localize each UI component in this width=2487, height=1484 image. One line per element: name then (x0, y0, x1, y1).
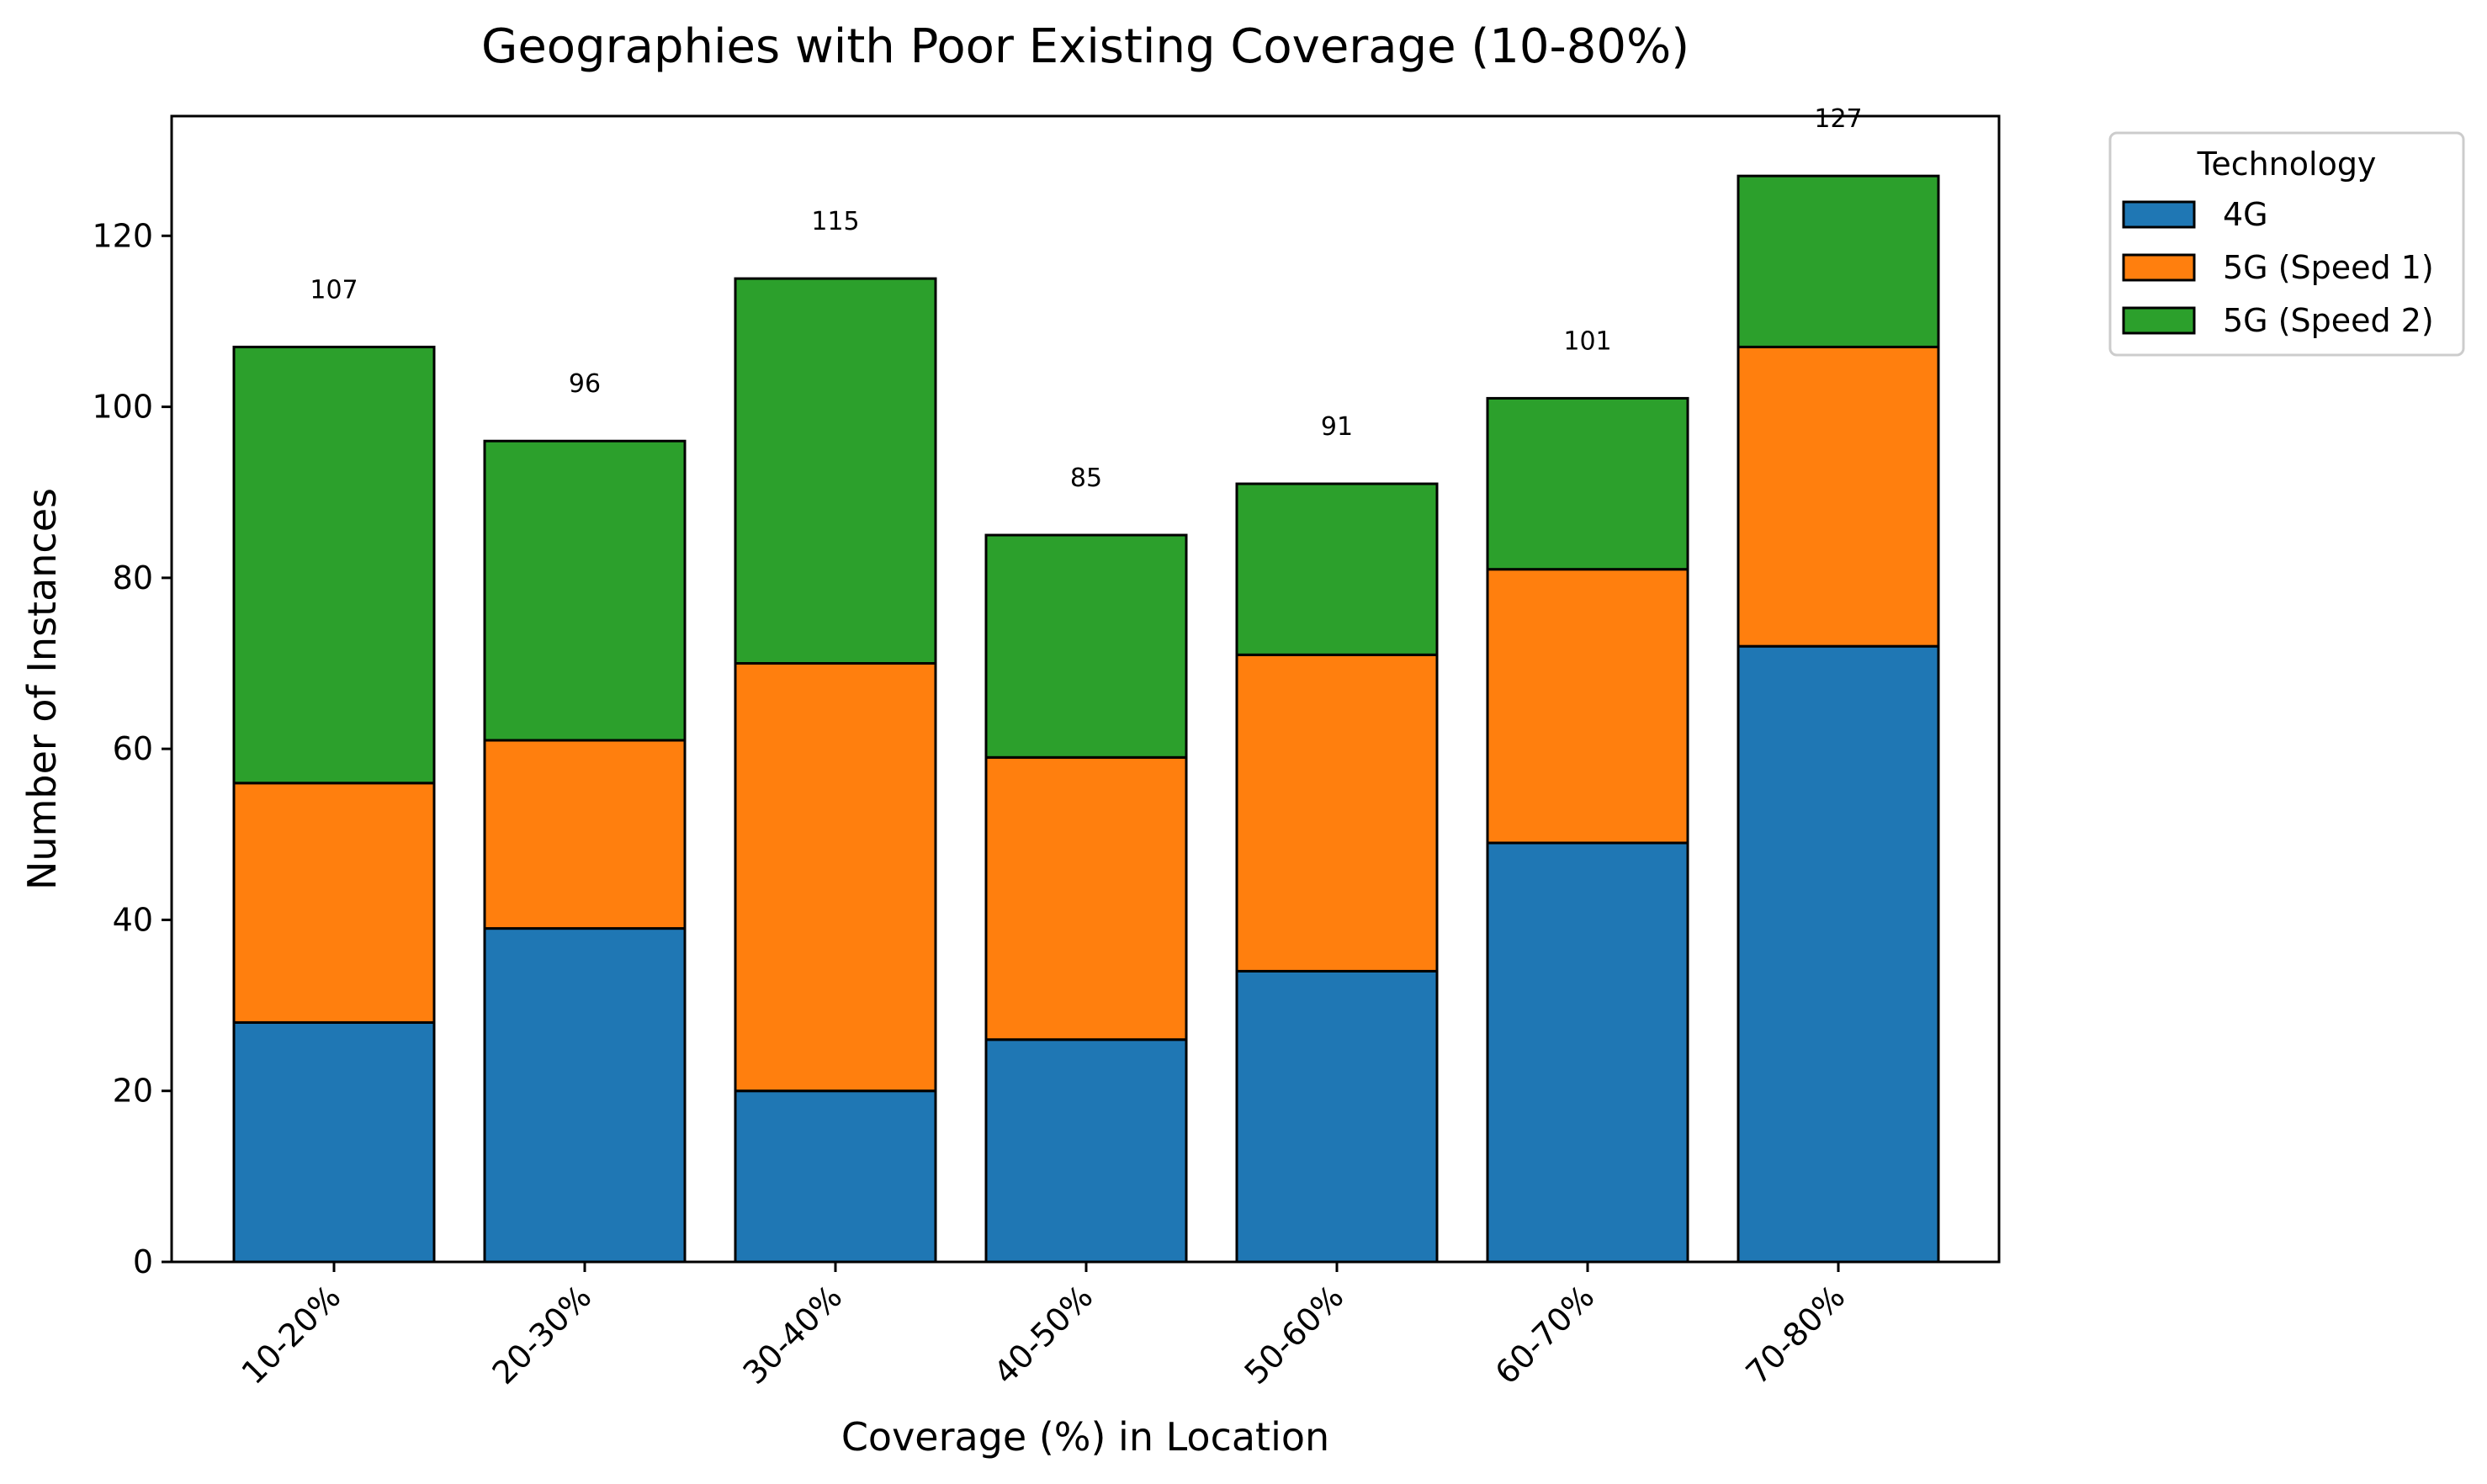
bar-segment (1486, 568, 1689, 845)
legend-frame (2108, 131, 2465, 357)
bar-total-label: 127 (1814, 104, 1862, 134)
bar-segment (483, 439, 687, 742)
bar-segment (1486, 841, 1689, 1264)
bar-segment (734, 662, 937, 1093)
legend-entry-label: 5G (Speed 2) (2223, 302, 2434, 339)
chart-title: Geographies with Poor Existing Coverage … (481, 19, 1689, 74)
legend-entry-label: 5G (Speed 1) (2223, 249, 2434, 286)
bar-total-label: 115 (811, 207, 859, 236)
bar-segment (1737, 345, 1940, 648)
bar-total-label: 91 (1321, 412, 1353, 442)
bar-segment (232, 345, 436, 785)
y-tick-label: 0 (133, 1243, 153, 1280)
bar-segment (1486, 396, 1689, 571)
bar-segment (1737, 174, 1940, 348)
y-tick-label: 20 (113, 1073, 153, 1110)
legend-swatch (2122, 306, 2196, 335)
y-tick-label: 100 (92, 389, 153, 426)
legend: Technology 4G 5G (Speed 1) 5G (Speed 2) (2108, 131, 2465, 357)
bar-segment (734, 277, 937, 665)
bar-segment (1235, 969, 1439, 1264)
y-tick-label: 120 (92, 217, 153, 254)
bar-total-label: 96 (569, 369, 601, 399)
y-tick-label: 40 (113, 901, 153, 938)
legend-title: Technology (2197, 146, 2377, 183)
bars-layer (232, 174, 1940, 1264)
y-axis-title: Number of Instances (19, 488, 65, 890)
y-tick-label: 60 (113, 730, 153, 767)
bar-segment (1235, 653, 1439, 973)
bar-segment (984, 533, 1188, 759)
bar-segment (232, 782, 436, 1024)
legend-swatch (2122, 253, 2196, 282)
legend-entry-label: 4G (2223, 196, 2268, 233)
bar-segment (483, 739, 687, 930)
bar-segment (734, 1089, 937, 1264)
bar-segment (1235, 482, 1439, 656)
bar-segment (483, 927, 687, 1264)
y-tick-label: 80 (113, 559, 153, 596)
plot-area-frame (170, 114, 2001, 1264)
bar-segment (984, 1038, 1188, 1264)
bar-total-label: 107 (310, 275, 358, 305)
bar-totals-layer: 107 96 115 85 91 101 127 (310, 104, 1862, 493)
legend-swatch (2122, 200, 2196, 229)
x-axis-title: Coverage (%) in Location (841, 1414, 1329, 1460)
y-axis: 0 20 40 60 80 100 120 (92, 217, 172, 1280)
bar-total-label: 101 (1563, 326, 1611, 356)
bar-segment (984, 755, 1188, 1041)
bar-total-label: 85 (1070, 464, 1102, 493)
bar-segment (1737, 644, 1940, 1264)
bar-segment (232, 1020, 436, 1264)
